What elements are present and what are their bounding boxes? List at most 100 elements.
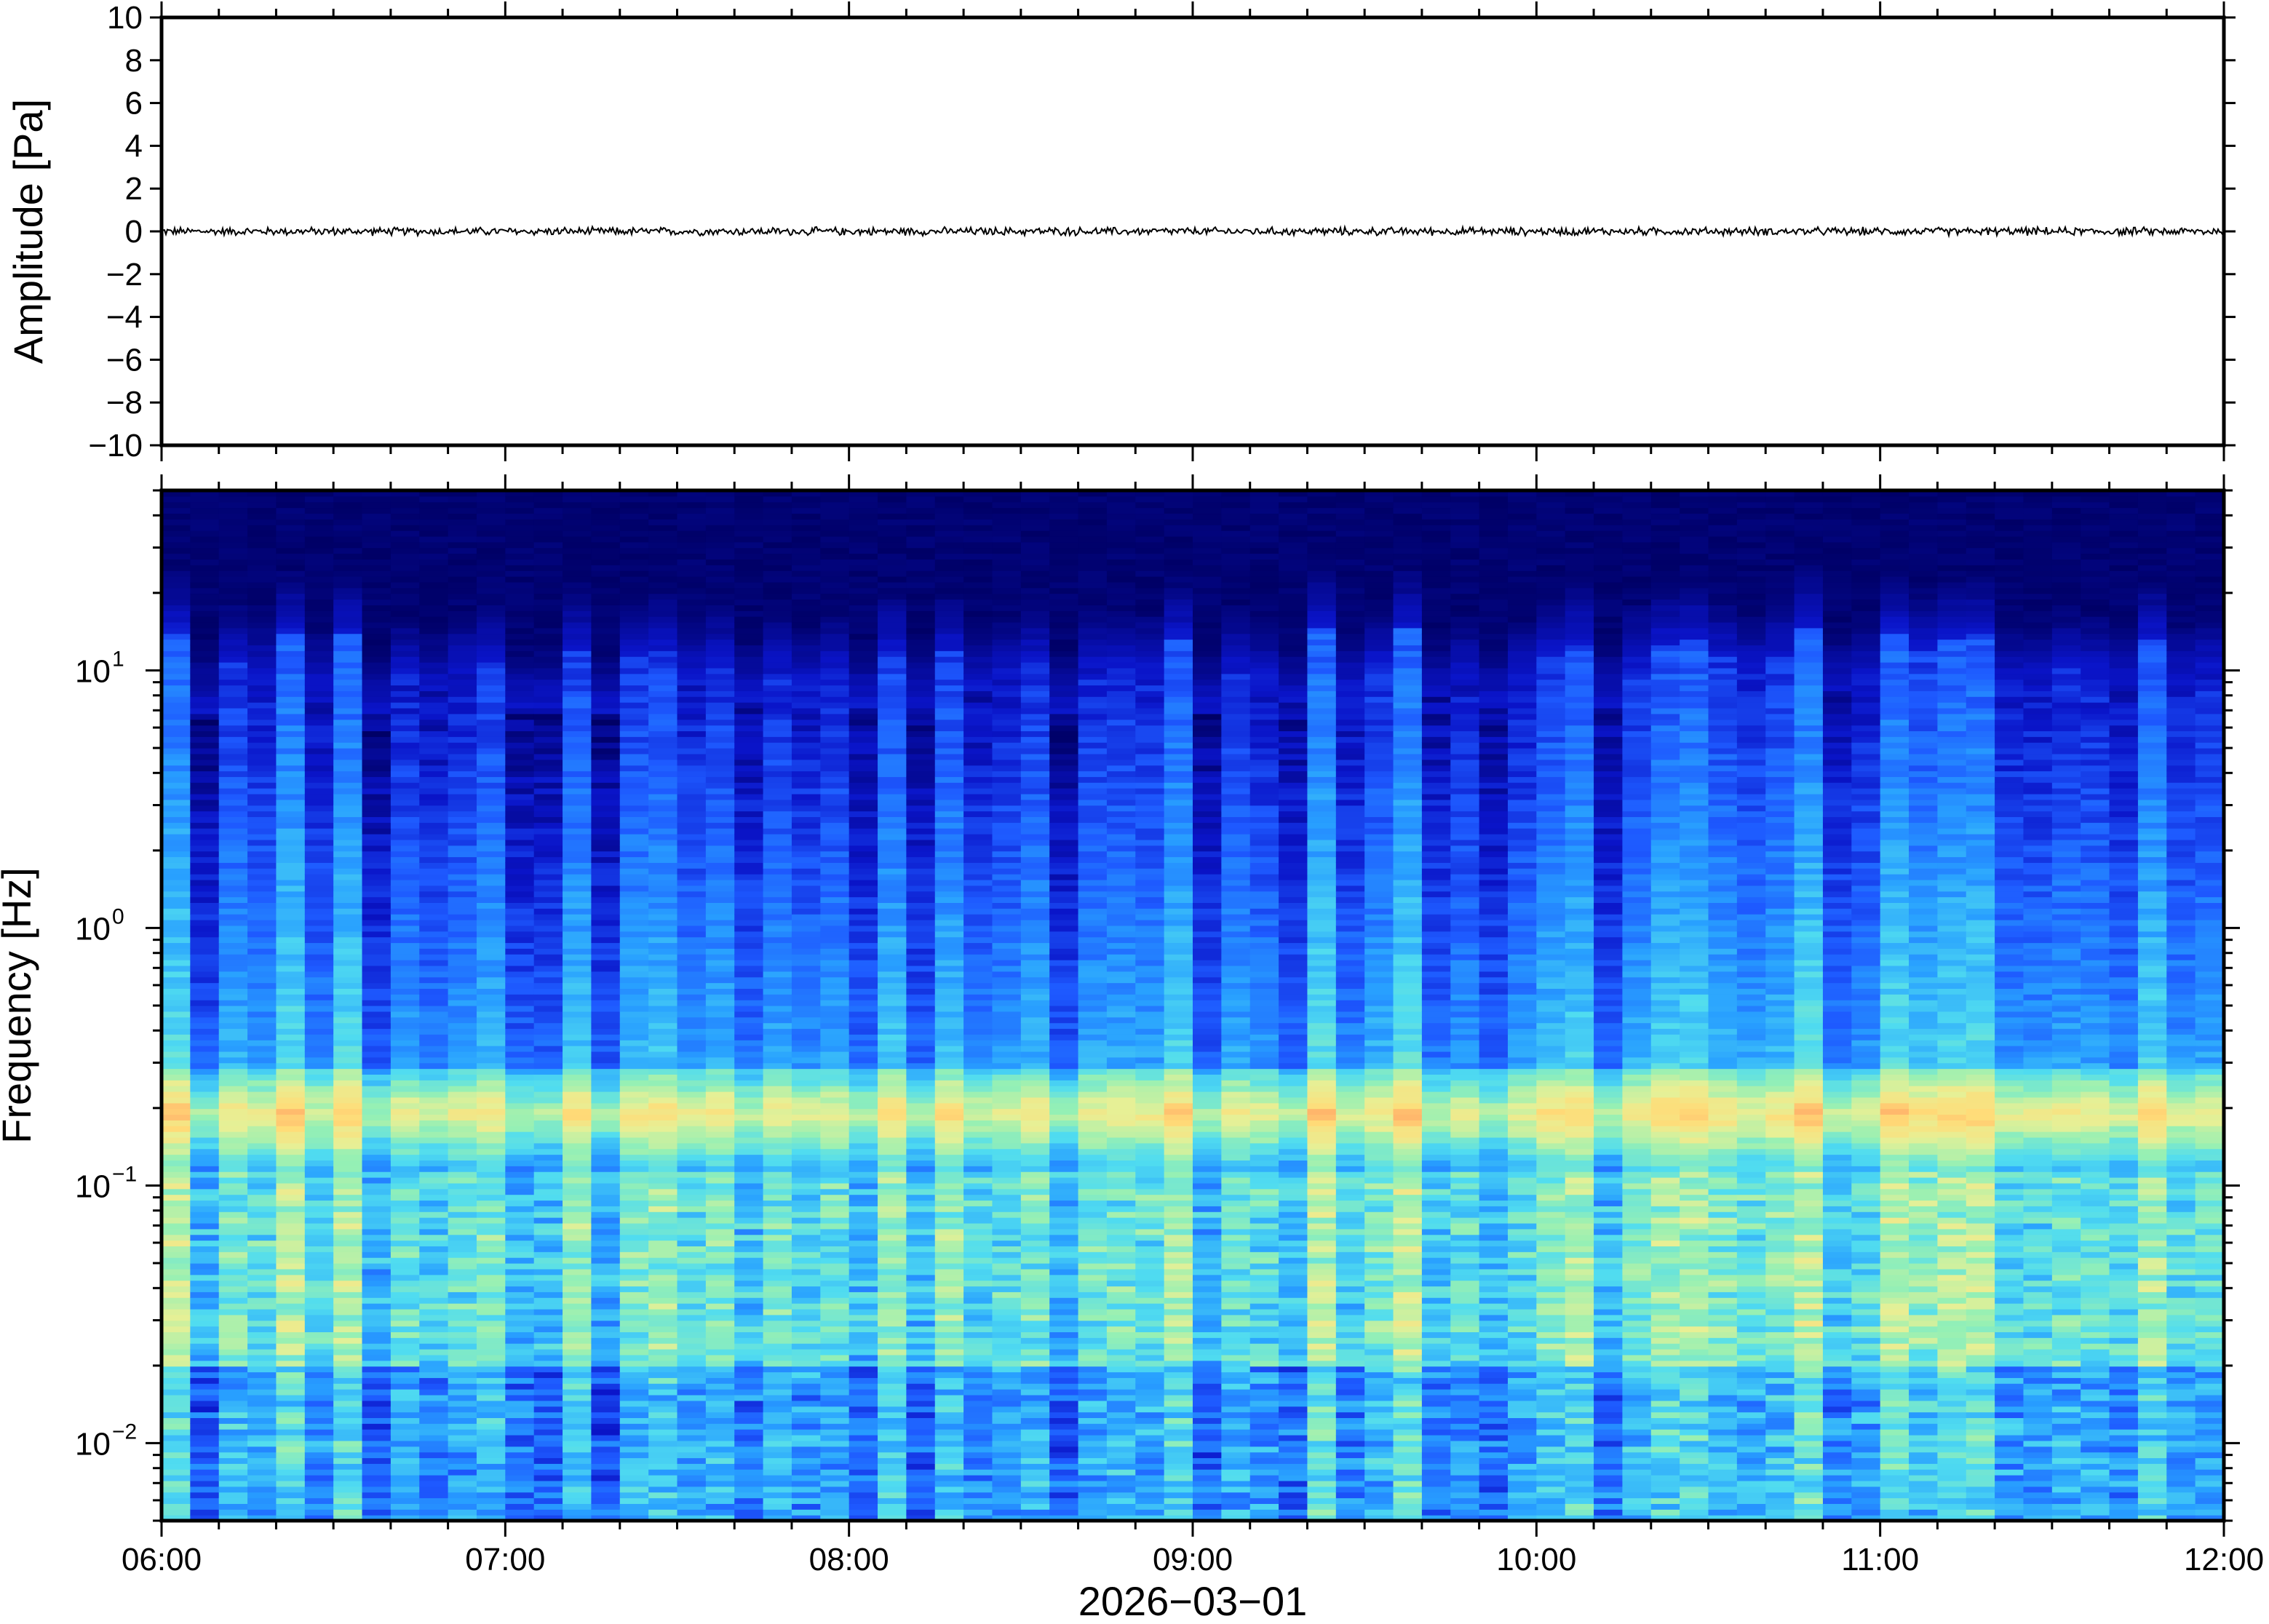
spectrogram-cell <box>619 902 649 909</box>
spectrogram-cell <box>791 839 821 846</box>
spectrogram-cell <box>218 1000 248 1006</box>
spectrogram-cell <box>190 1366 220 1373</box>
spectrogram-cell <box>791 1148 821 1155</box>
spectrogram-cell <box>591 1114 621 1121</box>
spectrogram-cell <box>705 879 735 886</box>
spectrogram-cell <box>705 1446 735 1453</box>
spectrogram-cell <box>162 1509 191 1516</box>
spectrogram-cell <box>448 725 477 731</box>
spectrogram-cell <box>476 690 506 697</box>
spectrogram-cell <box>591 725 621 731</box>
spectrogram-cell <box>476 1475 506 1481</box>
spectrogram-cell <box>533 1383 563 1390</box>
spectrogram-cell <box>190 530 220 537</box>
spectrogram-cell <box>619 822 649 829</box>
spectrogram-cell <box>304 1251 334 1258</box>
spectrogram-cell <box>591 633 621 640</box>
spectrogram-cell <box>476 1492 506 1499</box>
spectrogram-cell <box>849 1034 878 1040</box>
spectrogram-cell <box>419 530 449 537</box>
spectrogram-cell <box>878 1400 907 1407</box>
spectrogram-cell <box>190 507 220 514</box>
spectrogram-cell <box>619 920 649 926</box>
spectrogram-cell <box>476 1228 506 1235</box>
spectrogram-cell <box>419 1148 449 1155</box>
spectrogram-cell <box>304 1297 334 1304</box>
spectrogram-cell <box>333 822 363 829</box>
spectrogram-cell <box>390 1006 420 1012</box>
spectrogram-cell <box>505 1016 535 1024</box>
spectrogram-cell <box>362 495 392 503</box>
spectrogram-cell <box>162 788 191 795</box>
spectrogram-cell <box>820 942 850 949</box>
spectrogram-cell <box>476 1497 506 1504</box>
spectrogram-cell <box>218 1389 248 1396</box>
spectrogram-cell <box>276 805 306 812</box>
spectrogram-cell <box>563 1211 592 1218</box>
spectrogram-cell <box>734 702 764 709</box>
spectrogram-cell <box>734 1171 764 1178</box>
spectrogram-cell <box>677 690 707 697</box>
spectrogram-cell <box>448 1194 477 1201</box>
spectrogram-cell <box>820 1515 850 1521</box>
spectrogram-cell <box>591 1274 621 1281</box>
spectrogram-cell <box>362 1263 392 1270</box>
spectrogram-cell <box>734 587 764 594</box>
spectrogram-cell <box>362 1040 392 1046</box>
spectrogram-cell <box>906 879 936 886</box>
spectrogram-cell <box>247 994 277 1000</box>
spectrogram-cell <box>763 753 792 760</box>
spectrogram-cell <box>448 513 477 520</box>
spectrogram-cell <box>849 1222 878 1230</box>
spectrogram-cell <box>162 1120 191 1126</box>
spectrogram-cell <box>648 1492 678 1499</box>
spectrogram-cell <box>247 530 277 537</box>
spectrogram-cell <box>849 822 878 829</box>
waveform-y-tick-label: 8 <box>125 43 143 79</box>
spectrogram-cell <box>906 1011 936 1018</box>
spectrogram-cell <box>390 1314 420 1321</box>
spectrogram-cell <box>476 1200 506 1206</box>
spectrogram-cell <box>533 793 563 800</box>
spectrogram-cell <box>190 1440 220 1447</box>
spectrogram-cell <box>533 679 563 686</box>
spectrogram-cell <box>276 1217 306 1224</box>
spectrogram-cell <box>791 1080 821 1086</box>
spectrogram-cell <box>476 1320 506 1327</box>
spectrogram-cell <box>619 707 649 715</box>
spectrogram-cell <box>247 525 277 531</box>
spectrogram-cell <box>820 541 850 549</box>
spectrogram-cell <box>162 1102 191 1110</box>
spectrogram-cell <box>734 902 764 909</box>
spectrogram-cell <box>190 1056 220 1064</box>
spectrogram-cell <box>677 885 707 892</box>
spectrogram-cell <box>619 1022 649 1030</box>
spectrogram-cell <box>162 1268 191 1275</box>
spectrogram-cell <box>906 1486 936 1493</box>
spectrogram-cell <box>820 581 850 589</box>
spectrogram-cell <box>677 1080 707 1086</box>
spectrogram-cell <box>763 1389 792 1396</box>
spectrogram-cell <box>791 1142 821 1150</box>
spectrogram-cell <box>591 650 621 657</box>
spectrogram-cell <box>419 565 449 571</box>
spectrogram-cell <box>677 914 707 920</box>
spectrogram-cell <box>419 834 449 840</box>
spectrogram-cell <box>362 1188 392 1195</box>
spectrogram-cell <box>849 1148 878 1155</box>
spectrogram-cell <box>591 856 621 863</box>
spectrogram-cell <box>563 1383 592 1390</box>
spectrogram-cell <box>390 960 420 966</box>
spectrogram-cell <box>763 679 792 686</box>
spectrogram-cell <box>791 776 821 783</box>
spectrogram-cell <box>677 1475 707 1481</box>
spectrogram-cell <box>419 1492 449 1499</box>
spectrogram-cell <box>419 914 449 920</box>
spectrogram-cell <box>705 936 735 944</box>
spectrogram-cell <box>705 495 735 503</box>
spectrogram-cell <box>505 593 535 600</box>
spectrogram-cell <box>505 490 535 497</box>
spectrogram-cell <box>705 1160 735 1166</box>
spectrogram-cell <box>878 1515 907 1521</box>
spectrogram-cell <box>878 1349 907 1356</box>
